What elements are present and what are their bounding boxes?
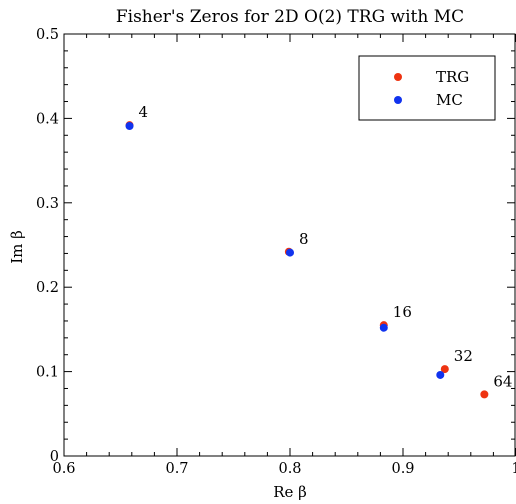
legend-marker-trg (394, 73, 402, 81)
point-label-16: 16 (393, 303, 412, 321)
point-mc (379, 323, 388, 332)
point-mc (436, 370, 445, 379)
y-tick-label: 0.4 (36, 111, 59, 127)
x-tick-label: 0.7 (165, 461, 188, 477)
legend-marker-mc (394, 96, 402, 104)
x-tick-label: 0.9 (391, 461, 414, 477)
point-label-8: 8 (299, 230, 309, 248)
point-label-64: 64 (493, 372, 512, 390)
y-tick-label: 0.3 (36, 196, 59, 212)
chart-title: Fisher's Zeros for 2D O(2) TRG with MC (116, 7, 464, 27)
point-trg (480, 390, 489, 399)
legend-label-mc: MC (436, 91, 463, 109)
plot-area: 0.6 0.7 0.8 0.9 1 0 0.1 0.2 0.3 0.4 0.5 4 8 16 32 64 TRG… (36, 27, 516, 477)
point-mc (286, 248, 294, 257)
legend-box (358, 55, 496, 121)
point-mc (125, 121, 134, 130)
x-tick-label: 0.8 (278, 461, 301, 477)
x-tick-label: 0.6 (52, 461, 75, 477)
y-axis-label: Im β (8, 230, 26, 264)
y-tick-label: 0 (50, 449, 59, 465)
legend-label-trg: TRG (436, 68, 469, 86)
y-tick-label: 0.5 (36, 27, 59, 43)
point-label-4: 4 (139, 103, 149, 121)
x-tick-label: 1 (511, 461, 516, 477)
y-tick-label: 0.2 (36, 280, 59, 296)
point-trg (440, 365, 449, 374)
y-tick-label: 0.1 (36, 365, 59, 381)
x-axis-label: Re β (273, 483, 307, 501)
point-label-32: 32 (454, 347, 473, 365)
